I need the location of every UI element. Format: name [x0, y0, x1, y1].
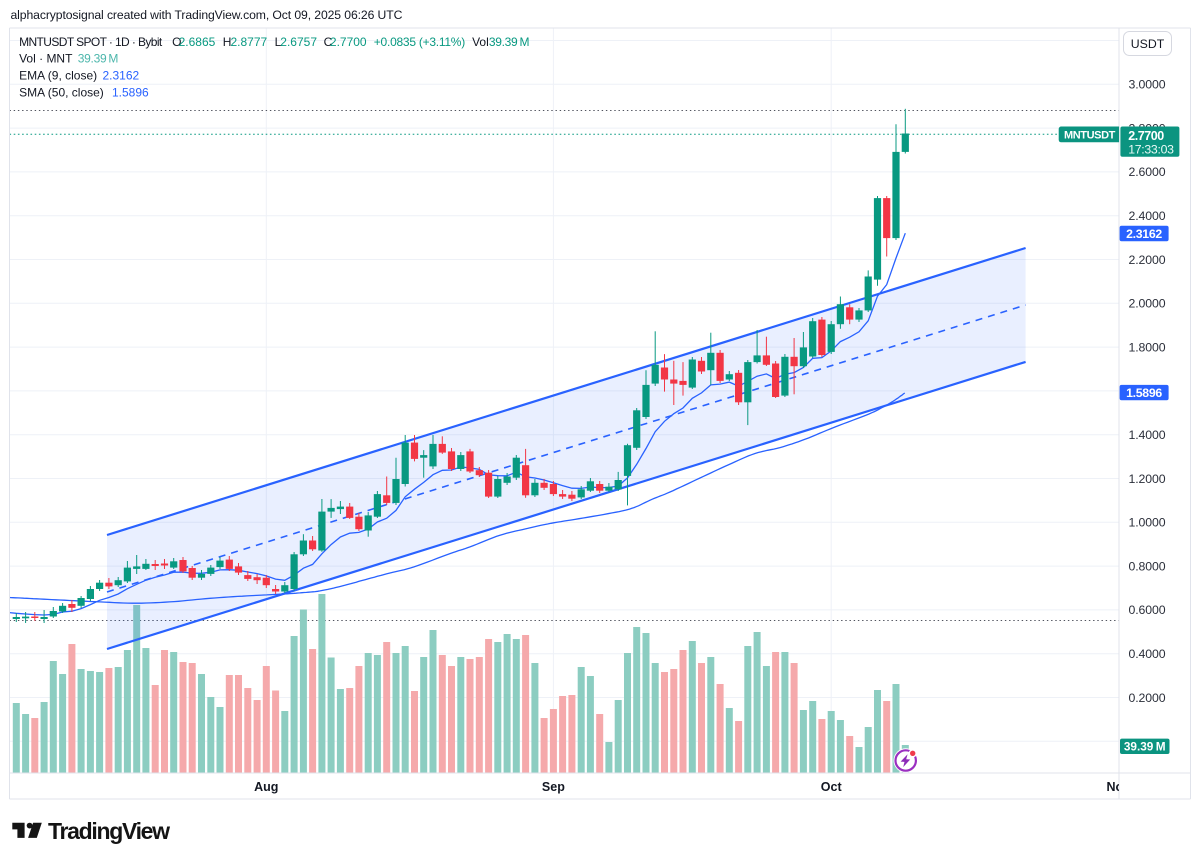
- svg-text:Vol: Vol: [472, 35, 489, 49]
- svg-text:1.0000: 1.0000: [1129, 516, 1166, 530]
- svg-text:2.4000: 2.4000: [1129, 209, 1166, 223]
- svg-text:TradingView: TradingView: [48, 818, 170, 844]
- svg-text:SMA (50, close): SMA (50, close): [19, 85, 104, 99]
- svg-text:C: C: [324, 35, 333, 49]
- svg-text:2.6757: 2.6757: [280, 35, 317, 49]
- svg-text:3.0000: 3.0000: [1129, 78, 1166, 92]
- svg-text:Vol · MNT: Vol · MNT: [19, 52, 73, 66]
- svg-text:39.39 M: 39.39 M: [489, 35, 530, 49]
- svg-text:+0.0835 (+3.11%): +0.0835 (+3.11%): [374, 35, 465, 49]
- svg-text:39.39 M: 39.39 M: [78, 52, 119, 66]
- svg-text:MNTUSDT SPOT · 1D · Bybit: MNTUSDT SPOT · 1D · Bybit: [19, 35, 163, 49]
- svg-text:0.4000: 0.4000: [1129, 647, 1166, 661]
- svg-text:1.5896: 1.5896: [1126, 386, 1162, 400]
- svg-text:2.8777: 2.8777: [231, 35, 268, 49]
- svg-text:2.3162: 2.3162: [1126, 227, 1162, 241]
- svg-text:alphacryptosignal created with: alphacryptosignal created with TradingVi…: [11, 8, 403, 22]
- svg-text:2.6000: 2.6000: [1129, 165, 1166, 179]
- svg-text:Oct: Oct: [821, 780, 843, 794]
- svg-text:H: H: [223, 35, 232, 49]
- svg-text:17:33:03: 17:33:03: [1128, 142, 1174, 156]
- svg-text:Sep: Sep: [542, 780, 565, 794]
- svg-text:EMA (9, close): EMA (9, close): [19, 68, 97, 82]
- svg-text:MNTUSDT: MNTUSDT: [1064, 130, 1116, 142]
- svg-text:2.2000: 2.2000: [1129, 253, 1166, 267]
- svg-text:2.3162: 2.3162: [103, 68, 140, 82]
- svg-text:2.7700: 2.7700: [330, 35, 367, 49]
- svg-text:L: L: [275, 35, 282, 49]
- svg-text:39.39 M: 39.39 M: [1124, 740, 1166, 754]
- svg-text:2.6865: 2.6865: [179, 35, 216, 49]
- svg-text:0.2000: 0.2000: [1129, 691, 1166, 705]
- svg-text:1.4000: 1.4000: [1129, 428, 1166, 442]
- svg-text:1.5896: 1.5896: [112, 85, 149, 99]
- svg-text:2.0000: 2.0000: [1129, 297, 1166, 311]
- svg-text:Nov: Nov: [1106, 780, 1130, 794]
- svg-text:USDT: USDT: [1131, 37, 1165, 51]
- svg-text:1.2000: 1.2000: [1129, 472, 1166, 486]
- svg-text:O: O: [172, 35, 181, 49]
- svg-text:Aug: Aug: [254, 780, 278, 794]
- svg-text:0.6000: 0.6000: [1129, 603, 1166, 617]
- svg-text:1.8000: 1.8000: [1129, 340, 1166, 354]
- svg-text:0.8000: 0.8000: [1129, 559, 1166, 573]
- svg-text:2.7700: 2.7700: [1128, 129, 1164, 143]
